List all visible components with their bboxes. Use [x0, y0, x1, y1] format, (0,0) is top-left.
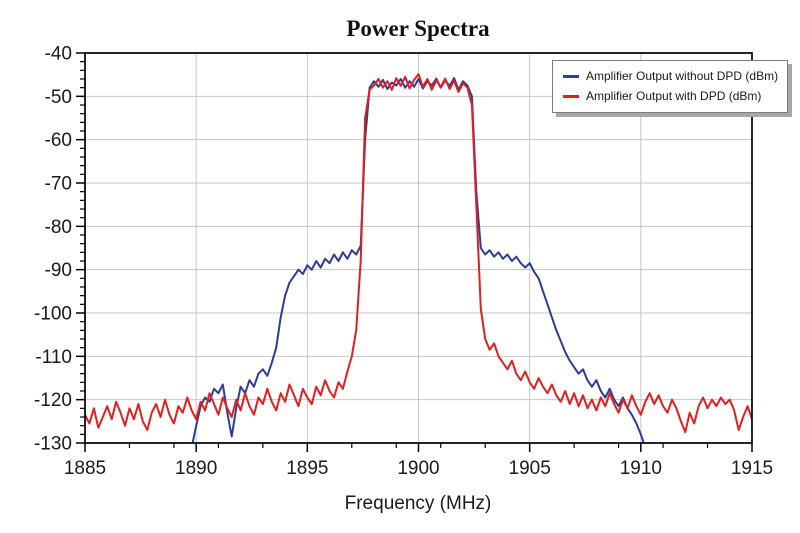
x-tick-label: 1905 — [509, 458, 551, 479]
y-tick-label: -80 — [45, 217, 72, 238]
legend-swatch-with-dpd — [563, 94, 579, 98]
legend-item-without-dpd: Amplifier Output without DPD (dBm) — [563, 66, 778, 86]
x-tick-label: 1915 — [731, 458, 773, 479]
y-tick-label: -110 — [35, 347, 72, 368]
legend: Amplifier Output without DPD (dBm) Ampli… — [552, 60, 789, 113]
x-tick-label: 1895 — [286, 458, 328, 479]
y-tick-label: -100 — [34, 304, 72, 325]
y-tick-label: -50 — [45, 87, 72, 108]
y-tick-label: -70 — [45, 174, 72, 195]
y-tick-label: -40 — [45, 44, 72, 65]
series-line-without-dpd — [191, 77, 645, 443]
x-axis-label: Frequency (MHz) — [345, 493, 492, 514]
x-tick-label: 1900 — [397, 458, 439, 479]
chart-title: Power Spectra — [346, 16, 490, 41]
series-layer — [85, 73, 752, 443]
legend-swatch-without-dpd — [563, 74, 579, 78]
legend-item-with-dpd: Amplifier Output with DPD (dBm) — [563, 86, 778, 106]
legend-label-without-dpd: Amplifier Output without DPD (dBm) — [586, 69, 779, 83]
grid-layer — [85, 53, 752, 443]
y-tick-label: -90 — [45, 260, 72, 281]
axes-layer: 1885 1890 1895 1900 1905 1910 1915 -40 -50 -60 -70… — [34, 44, 773, 480]
y-tick-label: -60 — [45, 130, 72, 151]
x-tick-label: 1910 — [620, 458, 662, 479]
y-tick-label: -120 — [34, 390, 72, 411]
x-tick-label: 1890 — [175, 458, 217, 479]
x-tick-label: 1885 — [64, 458, 106, 479]
y-tick-label: -130 — [34, 434, 72, 455]
series-line-with-dpd — [85, 73, 752, 434]
legend-label-with-dpd: Amplifier Output with DPD (dBm) — [586, 89, 762, 103]
